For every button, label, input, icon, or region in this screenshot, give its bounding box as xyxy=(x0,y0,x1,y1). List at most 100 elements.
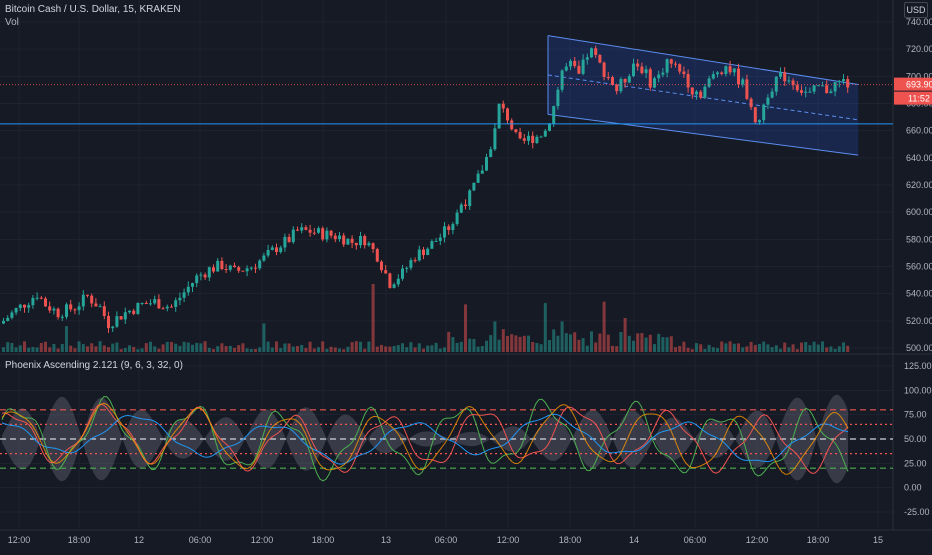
currency-button[interactable]: USD xyxy=(904,2,928,18)
symbol-title[interactable]: Bitcoin Cash / U.S. Dollar, 15, KRAKEN xyxy=(5,4,181,15)
volume-bar xyxy=(329,346,333,352)
candle-body xyxy=(98,306,102,308)
volume-bar xyxy=(266,341,270,352)
candle-body xyxy=(300,227,304,231)
volume-bar xyxy=(564,333,568,352)
volume-bar xyxy=(585,345,589,352)
volume-bar xyxy=(317,347,320,352)
volume-bar xyxy=(426,345,430,352)
volume-bar xyxy=(48,347,52,352)
volume-label[interactable]: Vol xyxy=(5,17,19,28)
candle-body xyxy=(459,204,463,213)
price-tick-label: 700.00 xyxy=(906,71,932,81)
time-tick-label: 14 xyxy=(629,535,639,545)
volume-bar xyxy=(615,346,619,352)
volume-bar xyxy=(283,343,287,352)
candle-body xyxy=(690,87,694,95)
oscillator-green-line xyxy=(1,396,849,482)
volume-bar xyxy=(594,342,598,352)
candle-body xyxy=(783,72,787,82)
candle-body xyxy=(77,306,81,311)
candle-body xyxy=(543,130,547,137)
candle-body xyxy=(426,248,430,256)
channel-upper-line[interactable] xyxy=(547,35,859,85)
volume-bar xyxy=(254,349,257,352)
volume-bar xyxy=(300,344,304,352)
candle-body xyxy=(611,77,614,85)
candle-body xyxy=(716,72,719,75)
volume-bar xyxy=(636,333,640,352)
volume-bar xyxy=(783,342,787,352)
volume-bar xyxy=(216,346,220,352)
price-tick-label: 500.00 xyxy=(906,343,932,353)
volume-bar xyxy=(359,341,362,352)
volume-bar xyxy=(627,335,631,352)
volume-bar xyxy=(153,346,157,352)
candle-body xyxy=(422,249,425,256)
indicator-axis[interactable]: 125.00 100.00 75.00 50.00 25.00 0.00 -25.00 xyxy=(904,361,932,517)
candle-body xyxy=(485,157,488,171)
candle-body xyxy=(669,59,673,64)
candle-body xyxy=(535,136,539,144)
volume-bar xyxy=(212,349,215,352)
volume-bar xyxy=(18,345,22,352)
candle-body xyxy=(220,260,224,270)
channel-mid-line[interactable] xyxy=(547,74,859,121)
candle-body xyxy=(102,306,106,316)
volume-bar xyxy=(86,346,89,352)
volume-bar xyxy=(623,318,627,352)
countdown-badge xyxy=(894,91,932,105)
volume-bar xyxy=(573,332,577,352)
candle-body xyxy=(262,255,266,261)
indicator-title[interactable]: Phoenix Ascending 2.121 (9, 6, 3, 32, 0) xyxy=(5,360,183,371)
price-axis[interactable]: 740.00720.00700.00680.00660.00640.00620.… xyxy=(894,17,932,353)
candle-body xyxy=(560,70,564,90)
candle-body xyxy=(711,74,715,79)
volume-bar xyxy=(749,341,753,352)
candle-body xyxy=(548,123,551,131)
channel-lower-line[interactable] xyxy=(547,113,859,156)
candle-body xyxy=(350,238,354,243)
volume-bar xyxy=(758,343,761,352)
candle-body xyxy=(94,303,98,307)
oscillator-pane xyxy=(0,394,893,484)
candle-body xyxy=(644,69,648,74)
volume-bar xyxy=(346,346,350,352)
volume-bar xyxy=(161,344,165,352)
candle-body xyxy=(56,308,60,318)
volume-bar xyxy=(459,341,463,352)
volume-bar xyxy=(795,349,799,352)
volume-bars xyxy=(2,284,850,352)
time-axis[interactable]: 12:00 18:00 12 06:00 12:00 18:00 13 06:00 12:00 1… xyxy=(0,529,932,545)
time-tick-label: 06:00 xyxy=(189,535,212,545)
volume-bar xyxy=(804,342,808,352)
volume-bar xyxy=(144,343,148,352)
horizontal-lines[interactable] xyxy=(0,84,893,125)
volume-bar xyxy=(539,344,543,352)
volume-bar xyxy=(321,341,325,352)
candle-body xyxy=(569,60,572,67)
indicator-tick-label: 50.00 xyxy=(904,434,927,444)
parallel-channel[interactable] xyxy=(547,35,859,156)
candle-body xyxy=(354,242,358,246)
candle-body xyxy=(653,78,656,88)
indicator-tick-label: -25.00 xyxy=(904,507,930,517)
candle-body xyxy=(808,91,812,93)
volume-bar xyxy=(669,336,673,352)
candle-body xyxy=(434,240,438,242)
volume-bar xyxy=(111,343,115,352)
channel-fill xyxy=(548,35,859,156)
volume-bar xyxy=(434,342,438,352)
candle-body xyxy=(615,84,619,92)
volume-bar xyxy=(543,303,547,352)
volume-bar xyxy=(149,341,152,352)
candle-body xyxy=(522,138,526,141)
volume-bar xyxy=(128,345,131,352)
candle-body xyxy=(766,97,770,105)
volume-bar xyxy=(737,343,740,352)
volume-bar xyxy=(707,344,711,352)
volume-bar xyxy=(720,341,724,352)
candle-body xyxy=(329,230,333,236)
